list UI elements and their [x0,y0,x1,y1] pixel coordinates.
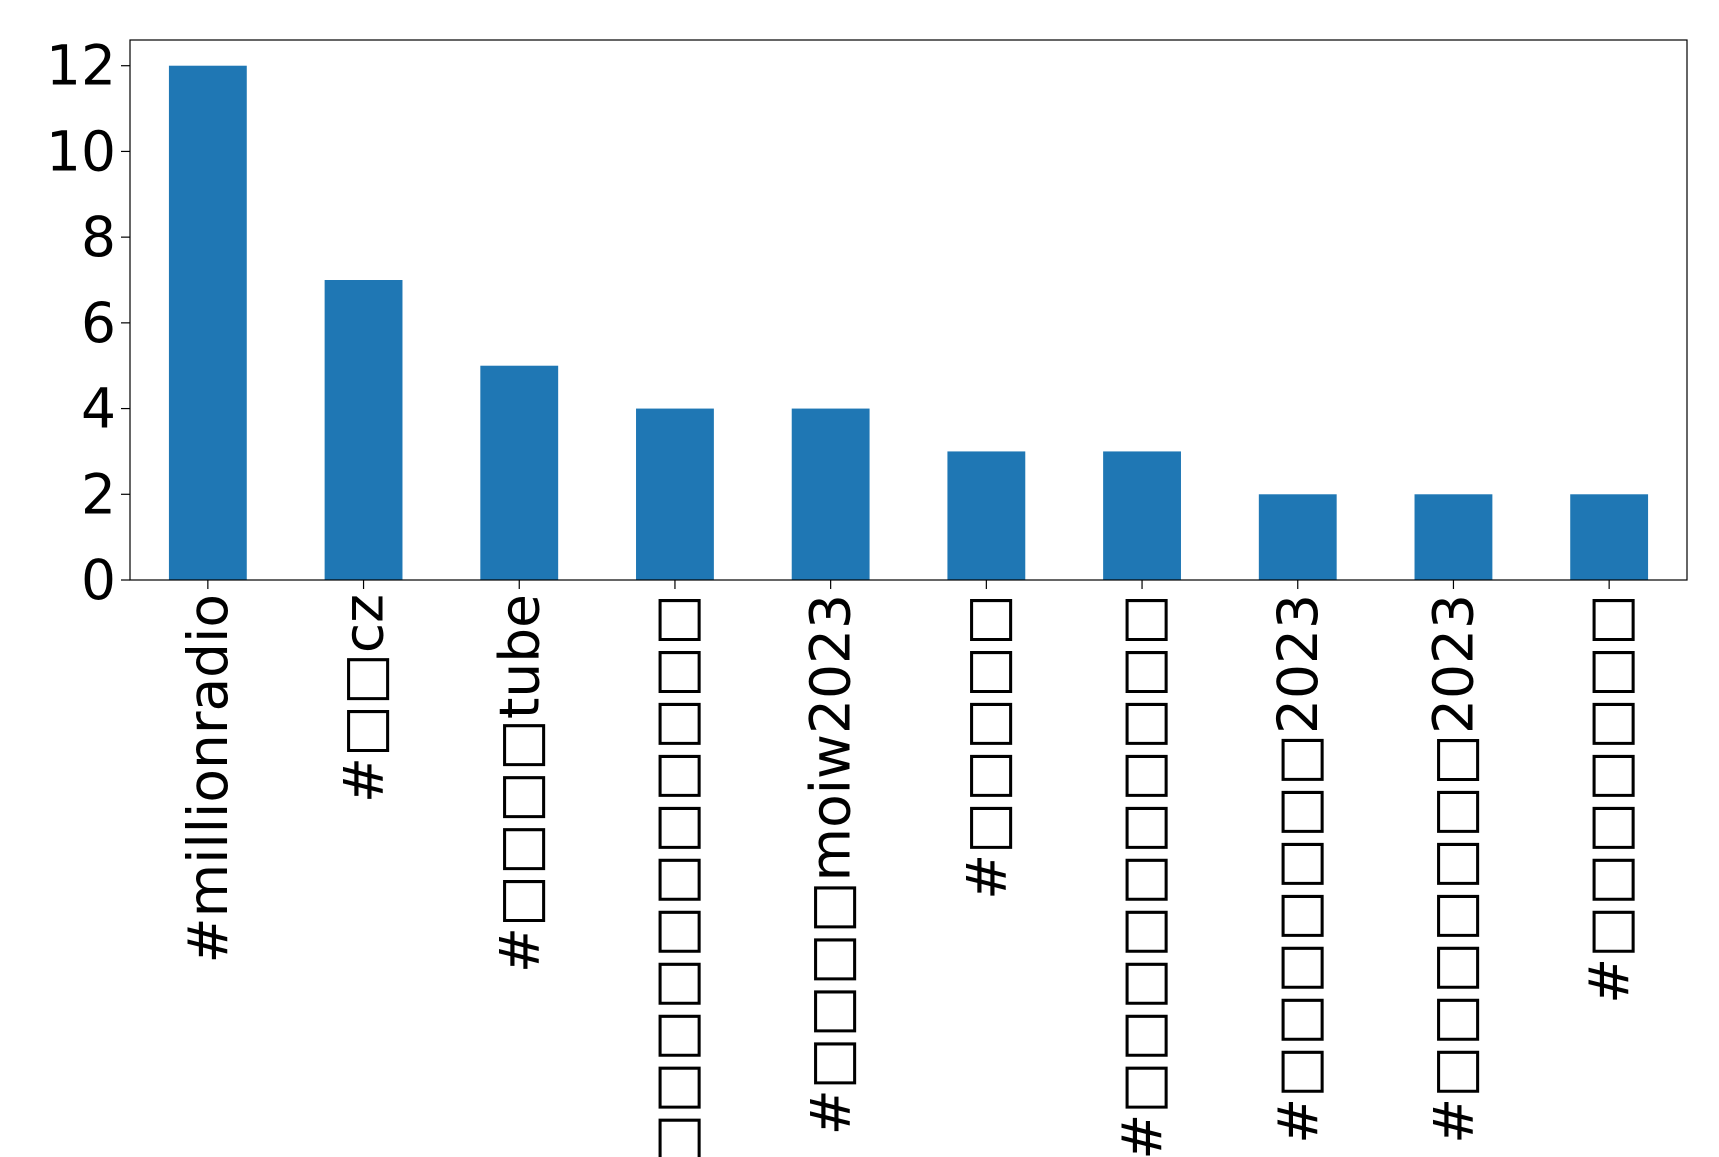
bar [947,451,1026,580]
y-tick-label: 10 [46,119,116,183]
bar [1258,494,1337,580]
y-tick-label: 12 [46,34,116,98]
bar [1570,494,1649,580]
y-tick-label: 4 [81,377,116,441]
x-tick-label: #□□□□tube [487,594,551,973]
bar [791,408,870,580]
x-tick-label: #□□□□□□□2023 [1266,594,1330,1144]
bar [480,365,559,580]
bar [1414,494,1493,580]
y-tick-label: 0 [81,548,116,612]
bar [324,280,403,580]
x-tick-label: #millionradio [176,594,240,963]
y-tick-label: 2 [81,462,116,526]
y-tick-label: 6 [81,291,116,355]
bar [168,65,247,580]
x-tick-label: #□□□□□□□2023 [1421,594,1485,1144]
x-tick-label: #□□□□□□□□□□□ [643,594,707,1157]
x-tick-label: #□□cz [332,594,396,803]
plot-frame [129,39,1688,581]
x-tick-label: #□□□□□ [954,594,1018,900]
bar [636,408,714,580]
x-tick-label: #□□□□moiw2023 [799,594,863,1135]
x-tick-label: #□□□□□□□ [1577,594,1641,1004]
bar [1103,451,1181,580]
y-tick-label: 8 [81,205,116,269]
x-tick-label: #□□□□□□□□□□ [1110,594,1174,1157]
